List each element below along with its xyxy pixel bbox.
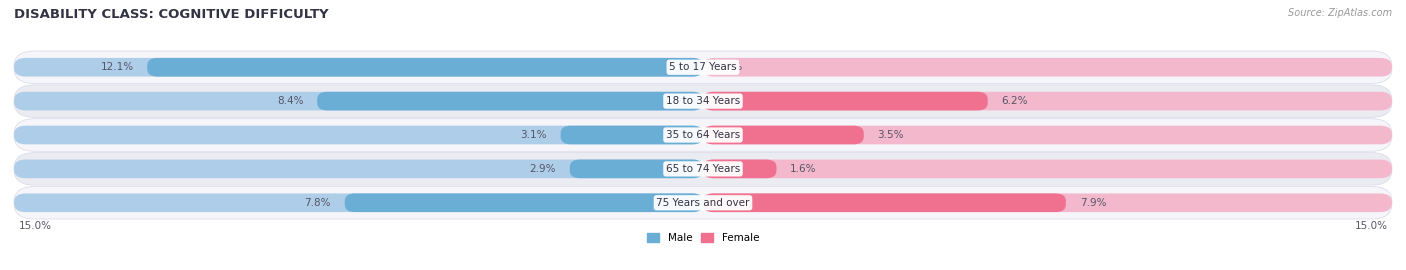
FancyBboxPatch shape [148, 58, 703, 77]
Text: 6.2%: 6.2% [1001, 96, 1028, 106]
Text: 8.4%: 8.4% [277, 96, 304, 106]
Text: 35 to 64 Years: 35 to 64 Years [666, 130, 740, 140]
Text: 1.6%: 1.6% [790, 164, 817, 174]
FancyBboxPatch shape [14, 92, 703, 110]
Text: 3.1%: 3.1% [520, 130, 547, 140]
FancyBboxPatch shape [703, 92, 1392, 110]
FancyBboxPatch shape [703, 92, 988, 110]
FancyBboxPatch shape [318, 92, 703, 110]
Text: 15.0%: 15.0% [1354, 221, 1388, 231]
Legend: Male, Female: Male, Female [643, 229, 763, 247]
Text: DISABILITY CLASS: COGNITIVE DIFFICULTY: DISABILITY CLASS: COGNITIVE DIFFICULTY [14, 8, 329, 21]
FancyBboxPatch shape [569, 160, 703, 178]
Text: 75 Years and over: 75 Years and over [657, 198, 749, 208]
FancyBboxPatch shape [703, 126, 1392, 144]
FancyBboxPatch shape [14, 51, 1392, 83]
Text: 7.9%: 7.9% [1080, 198, 1107, 208]
FancyBboxPatch shape [14, 126, 703, 144]
FancyBboxPatch shape [14, 153, 1392, 185]
Text: 12.1%: 12.1% [100, 62, 134, 72]
Text: 7.8%: 7.8% [305, 198, 330, 208]
Text: 5 to 17 Years: 5 to 17 Years [669, 62, 737, 72]
FancyBboxPatch shape [344, 193, 703, 212]
FancyBboxPatch shape [14, 58, 703, 77]
Text: 3.5%: 3.5% [877, 130, 904, 140]
FancyBboxPatch shape [703, 126, 863, 144]
FancyBboxPatch shape [703, 160, 1392, 178]
FancyBboxPatch shape [561, 126, 703, 144]
Text: 65 to 74 Years: 65 to 74 Years [666, 164, 740, 174]
FancyBboxPatch shape [14, 119, 1392, 151]
FancyBboxPatch shape [703, 193, 1392, 212]
Text: 18 to 34 Years: 18 to 34 Years [666, 96, 740, 106]
Text: 0.0%: 0.0% [717, 62, 742, 72]
FancyBboxPatch shape [703, 58, 1392, 77]
FancyBboxPatch shape [703, 160, 776, 178]
Text: 15.0%: 15.0% [18, 221, 52, 231]
FancyBboxPatch shape [14, 193, 703, 212]
FancyBboxPatch shape [14, 85, 1392, 117]
FancyBboxPatch shape [703, 193, 1066, 212]
FancyBboxPatch shape [14, 187, 1392, 219]
Text: 2.9%: 2.9% [530, 164, 555, 174]
Text: Source: ZipAtlas.com: Source: ZipAtlas.com [1288, 8, 1392, 18]
FancyBboxPatch shape [14, 160, 703, 178]
